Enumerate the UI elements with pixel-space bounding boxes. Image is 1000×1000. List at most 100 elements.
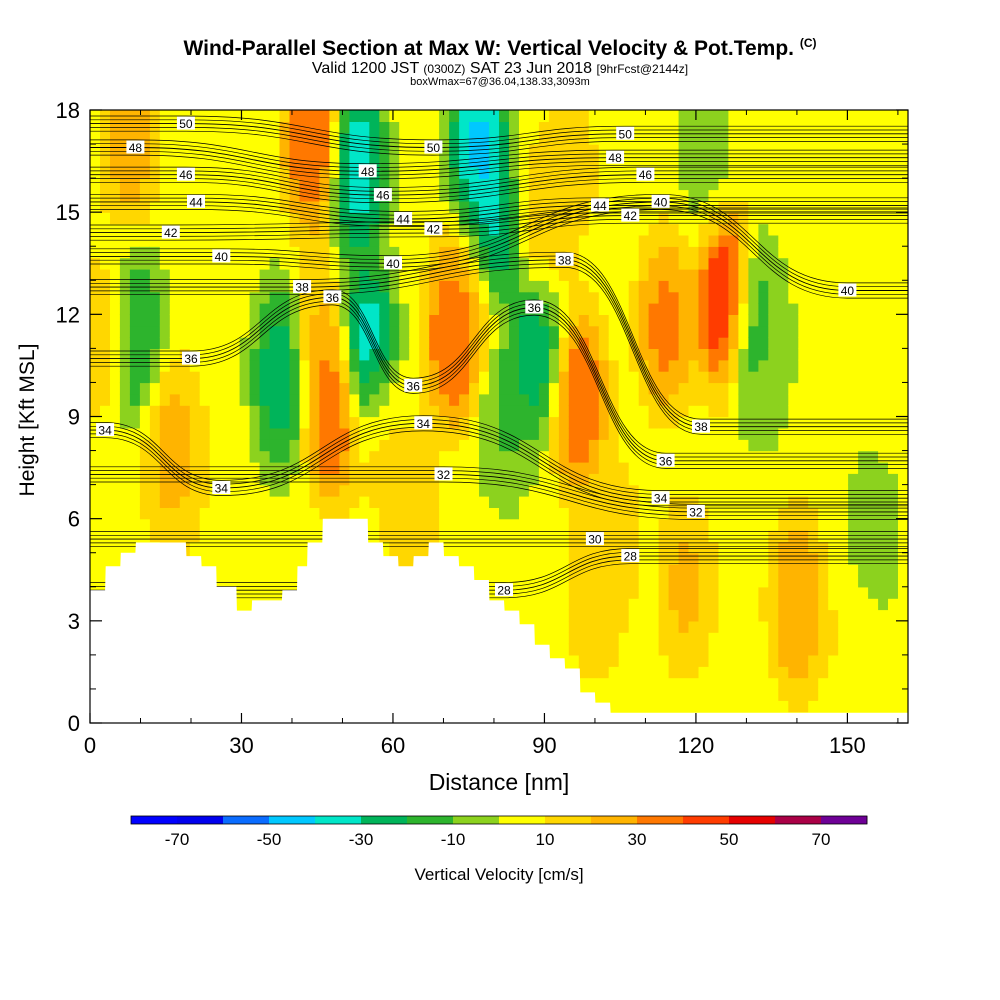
velocity-cell [369, 473, 380, 486]
velocity-cell [608, 132, 620, 145]
velocity-cell [768, 427, 779, 440]
velocity-cell [898, 586, 908, 599]
velocity-cell [558, 541, 570, 554]
velocity-cell [598, 632, 610, 645]
velocity-cell [509, 427, 520, 440]
velocity-cell [818, 632, 829, 645]
velocity-cell [119, 280, 131, 293]
velocity-cell [648, 654, 660, 667]
velocity-cell [888, 643, 899, 656]
velocity-cell [758, 223, 769, 236]
velocity-cell [648, 507, 660, 520]
velocity-cell [628, 268, 640, 281]
velocity-cell [479, 382, 490, 395]
velocity-cell [618, 484, 630, 497]
velocity-cell [618, 257, 630, 270]
velocity-cell [229, 382, 241, 395]
velocity-cell [509, 530, 520, 542]
velocity-cell [249, 325, 261, 338]
velocity-cell [768, 700, 779, 713]
velocity-cell [90, 291, 101, 304]
velocity-cell [698, 461, 710, 474]
velocity-cell [409, 200, 420, 213]
velocity-cell [598, 405, 610, 418]
velocity-cell [339, 155, 350, 168]
velocity-cell [738, 348, 749, 361]
velocity-cell [299, 450, 311, 463]
velocity-cell [119, 427, 131, 440]
velocity-cell [678, 564, 690, 577]
velocity-cell [708, 643, 720, 656]
velocity-cell [279, 359, 291, 372]
velocity-cell [439, 121, 450, 134]
velocity-cell [898, 405, 908, 418]
velocity-cell [369, 427, 380, 440]
velocity-cell [329, 200, 340, 213]
velocity-cell [538, 234, 550, 247]
velocity-cell [898, 518, 908, 531]
velocity-cell [429, 427, 440, 440]
velocity-cell [209, 132, 221, 145]
velocity-cell [708, 189, 720, 202]
velocity-cell [329, 212, 340, 225]
velocity-cell [169, 337, 181, 349]
velocity-cell [648, 121, 660, 134]
velocity-cell [179, 371, 191, 384]
velocity-cell [299, 166, 311, 179]
velocity-cell [528, 507, 540, 520]
velocity-cell [898, 132, 908, 145]
velocity-cell [558, 564, 570, 577]
velocity-cell [748, 609, 759, 622]
velocity-cell [888, 405, 899, 418]
velocity-cell [119, 268, 131, 281]
velocity-cell [538, 212, 550, 225]
velocity-cell [748, 371, 759, 384]
velocity-cell [848, 564, 859, 577]
velocity-cell [868, 564, 879, 577]
velocity-cell [898, 166, 908, 179]
velocity-cell [848, 405, 859, 418]
velocity-cell [229, 325, 241, 338]
velocity-cell [339, 427, 350, 440]
velocity-cell [678, 359, 690, 372]
velocity-cell [868, 541, 879, 554]
velocity-cell [588, 212, 600, 225]
velocity-cell [668, 541, 680, 554]
velocity-cell [519, 518, 530, 531]
theta-label-box [555, 252, 574, 266]
velocity-cell [479, 121, 490, 134]
velocity-cell [369, 439, 380, 452]
velocity-cell [149, 268, 161, 281]
velocity-cell [648, 620, 660, 633]
velocity-cell [738, 450, 749, 463]
velocity-cell [628, 359, 640, 372]
velocity-cell [868, 178, 879, 191]
velocity-cell [818, 200, 829, 213]
velocity-cell [848, 530, 859, 542]
isentrope-40-companion [90, 209, 908, 299]
velocity-cell [528, 461, 540, 474]
velocity-cell [369, 382, 380, 395]
velocity-cell [788, 268, 799, 281]
velocity-cell [608, 121, 620, 134]
velocity-cell [758, 314, 769, 327]
velocity-cell [149, 405, 161, 418]
velocity-cell [798, 598, 809, 611]
velocity-cell [159, 325, 171, 338]
velocity-cell [558, 200, 570, 213]
velocity-cell [110, 200, 121, 213]
velocity-cell [828, 223, 839, 236]
velocity-cell [578, 427, 590, 440]
velocity-cell [129, 530, 141, 542]
velocity-cell [419, 291, 430, 304]
velocity-cell [658, 575, 670, 588]
velocity-cell [369, 257, 380, 270]
velocity-cell [618, 666, 630, 679]
velocity-cell [519, 166, 530, 179]
velocity-cell [289, 268, 301, 281]
velocity-cell [698, 280, 710, 293]
velocity-cell [748, 688, 759, 701]
velocity-cell [888, 348, 899, 361]
velocity-cell [568, 234, 580, 247]
velocity-cell [319, 246, 330, 259]
